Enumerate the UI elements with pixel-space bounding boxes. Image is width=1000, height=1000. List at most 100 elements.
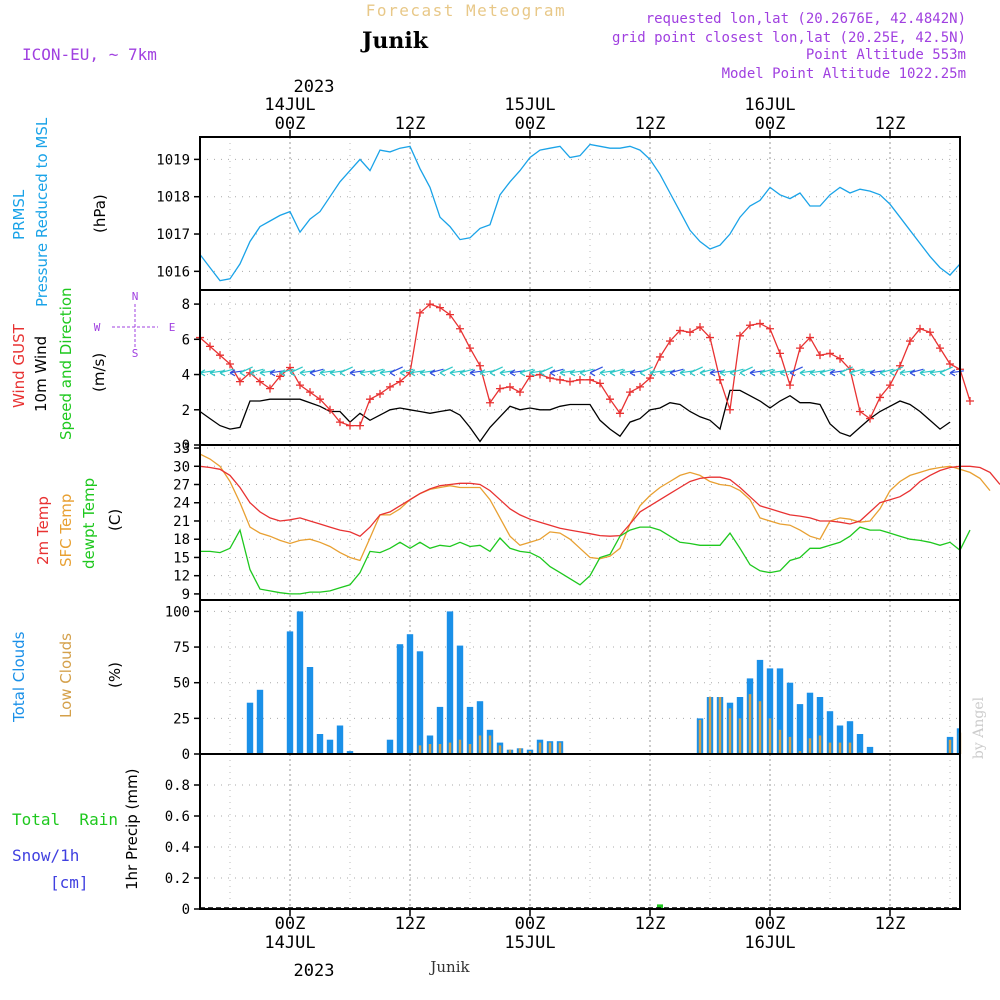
y-tick-label: 18 (173, 532, 190, 548)
gust-marker (806, 333, 814, 342)
y-tick-label: 0.2 (165, 871, 190, 887)
y-tick-label: 50 (173, 676, 190, 692)
wind-arrow (309, 368, 324, 377)
credit-watermark: by Angel (971, 696, 987, 759)
top-date-label: 15JUL (504, 95, 555, 115)
gust-marker (876, 393, 884, 402)
gust-marker (596, 379, 604, 388)
y-tick-label: 75 (173, 640, 190, 656)
gust-marker (486, 398, 494, 407)
low-cloud-bar (838, 742, 842, 754)
gust-marker (456, 324, 464, 333)
y-tick-label: 1016 (156, 264, 190, 280)
gust-marker (866, 414, 874, 423)
low-cloud-bar (798, 751, 802, 754)
wind-arrow (599, 369, 614, 377)
dewpt-label: dewpt Temp (80, 478, 98, 569)
gust-marker (886, 381, 894, 390)
wind-arrow (529, 369, 544, 377)
gust-marker (516, 388, 524, 397)
wind-arrow (769, 369, 784, 377)
snow-label: Snow/1h (12, 846, 79, 865)
prmsl-unit: (hPa) (91, 194, 109, 233)
total-cloud-bar (456, 645, 464, 754)
y-tick-label: 6 (182, 332, 190, 348)
wind-arrow (789, 366, 803, 377)
temperature-panel: 9 12 15 18 21 24 27 30 33 (173, 441, 1000, 603)
gust-marker (746, 321, 754, 330)
gust-marker (236, 377, 244, 386)
wind-arrow (359, 369, 374, 377)
wind-arrow (299, 369, 314, 377)
low-cloud-bar (558, 742, 562, 754)
gust-marker (936, 344, 944, 353)
gridpoint-coords: grid point closest lon,lat (20.25E, 42.5… (612, 30, 966, 46)
low-cloud-bar (428, 744, 432, 754)
total-cloud-bar (326, 739, 334, 754)
top-hour-tick-label: 00Z (515, 114, 546, 134)
low-clouds-label: Low Clouds (57, 633, 75, 718)
model-altitude: Model Point Altitude 1022.25m (722, 66, 966, 82)
wind-unit: (m/s) (90, 353, 108, 392)
temp2m-label: 2m Temp (34, 496, 52, 565)
wind-arrow (509, 369, 524, 377)
gust-marker (756, 319, 764, 328)
low-cloud-bar (948, 739, 952, 754)
gust-marker (216, 351, 224, 360)
y-tick-label: 0 (182, 438, 190, 454)
wind-arrow (469, 369, 484, 377)
gust-marker (966, 396, 974, 405)
clouds-unit: (%) (106, 662, 124, 688)
wind-arrow (399, 368, 414, 377)
total-cloud-bar (406, 634, 414, 754)
low-cloud-bar (498, 745, 502, 754)
low-cloud-bar (698, 719, 702, 754)
gust-marker (296, 381, 304, 390)
total-cloud-bar (866, 746, 874, 754)
wind-arrow (539, 366, 553, 377)
wind-arrow (949, 369, 964, 377)
bottom-date-label: 15JUL (504, 933, 555, 953)
wind-arrow (759, 368, 774, 377)
gust-marker (356, 421, 364, 430)
wind-arrow (669, 368, 684, 377)
gust-marker (646, 374, 654, 383)
gust-marker (326, 405, 334, 414)
gust-marker (916, 324, 924, 333)
low-cloud-bar (418, 745, 422, 754)
gust-marker (616, 409, 624, 418)
gust-marker (576, 375, 584, 384)
compass-rose: N S W E (94, 290, 176, 360)
gust-marker (636, 382, 644, 391)
low-cloud-bar (758, 701, 762, 754)
point-altitude: Point Altitude 553m (806, 47, 966, 63)
gust-marker (436, 303, 444, 312)
gust-marker (666, 337, 674, 346)
wind-arrow (799, 369, 814, 377)
wind-arrow (499, 369, 514, 377)
gust-marker (686, 328, 694, 337)
wind-arrow (719, 369, 734, 377)
gust-marker (836, 354, 844, 363)
wind-arrow (829, 369, 844, 377)
low-cloud-bar (708, 697, 712, 754)
low-cloud-bar (748, 694, 752, 754)
low-cloud-bar (508, 749, 512, 754)
gust-label: Wind GUST (10, 323, 28, 408)
low-cloud-bar (468, 744, 472, 754)
top-hour-tick-label: 00Z (275, 114, 306, 134)
gust-marker (786, 381, 794, 390)
chart-subtitle: Forecast Meteogram (366, 1, 566, 20)
prmsl-desc-label: Pressure Reduced to MSL (33, 117, 51, 307)
y-tick-label: 9 (182, 587, 190, 603)
total-cloud-bar (336, 725, 344, 754)
low-cloud-bar (488, 735, 492, 754)
dewpt-line (200, 526, 971, 595)
bottom-hour-tick-label: 12Z (635, 914, 666, 934)
total-cloud-bar (806, 692, 814, 754)
low-cloud-bar (768, 718, 772, 754)
temp-unit: (C) (106, 509, 124, 531)
y-tick-label: 0 (182, 902, 190, 918)
total-cloud-bar (846, 721, 854, 754)
y-tick-label: 12 (173, 569, 190, 585)
